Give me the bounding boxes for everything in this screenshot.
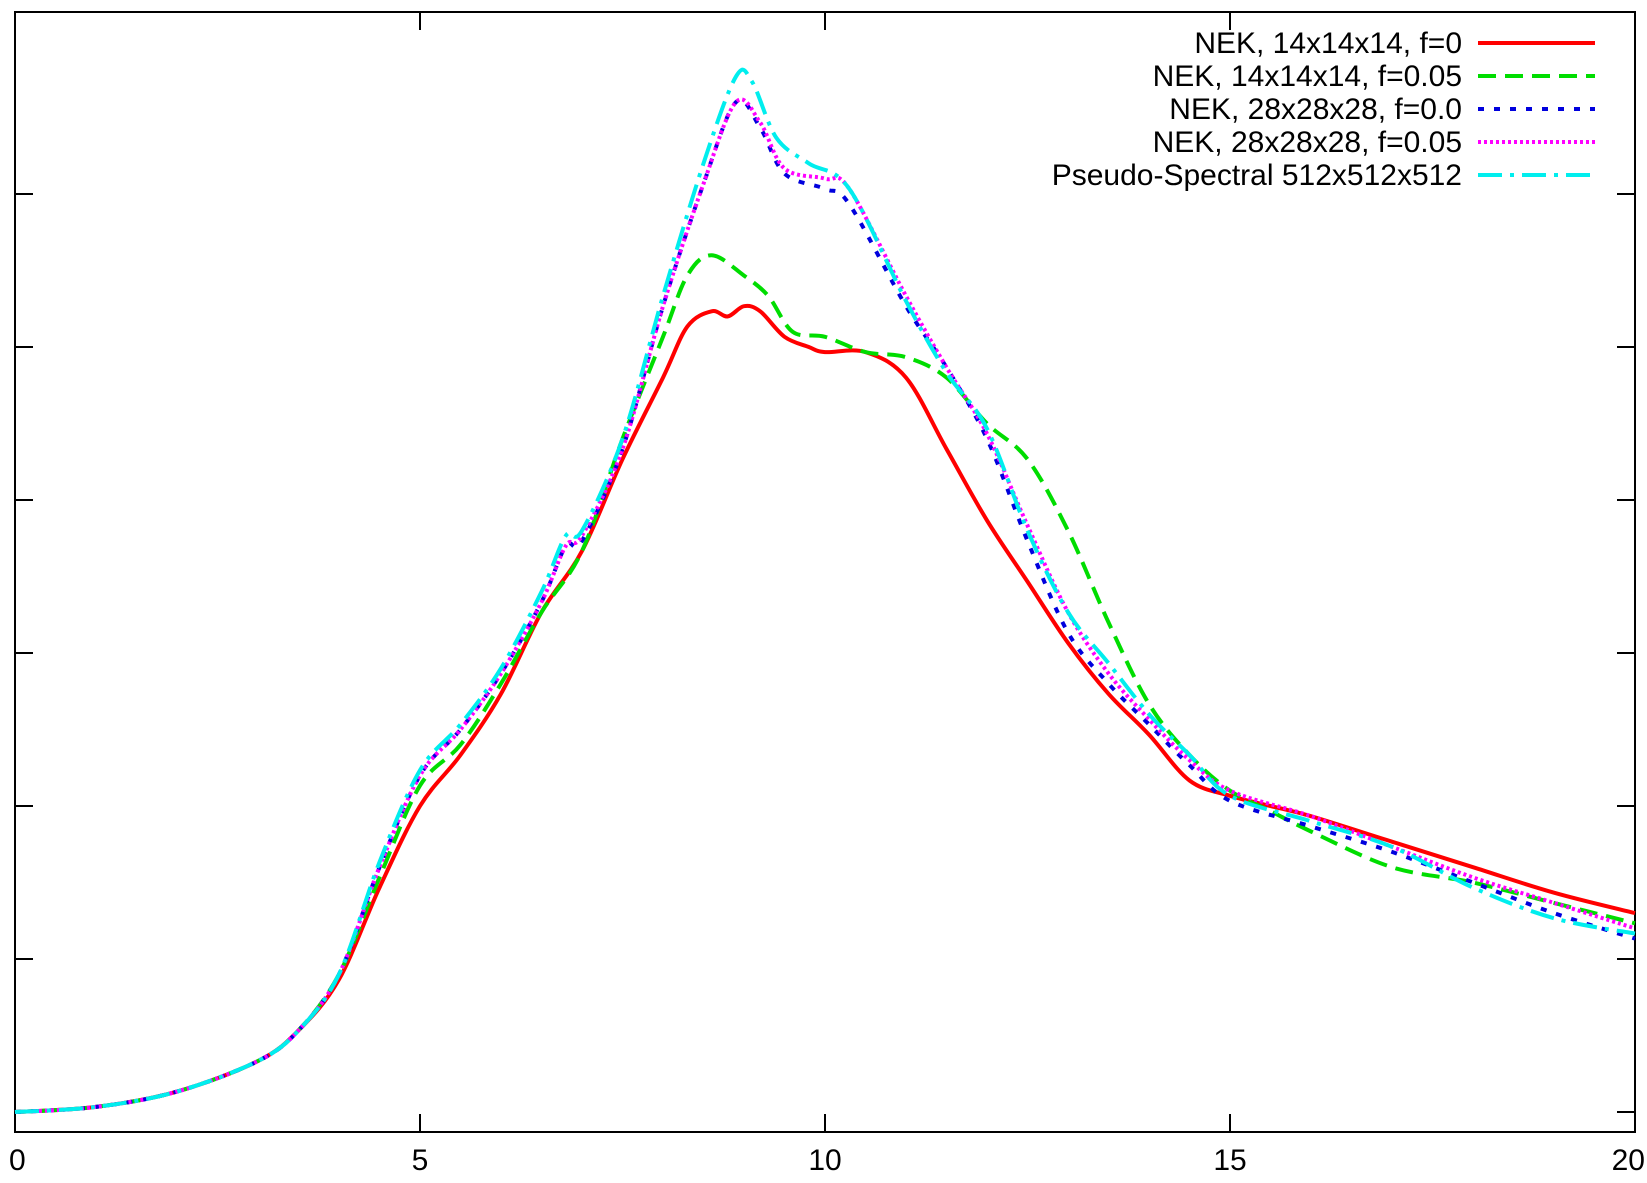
x-tick-labels: 0 5 10 15 20 <box>9 1144 1645 1177</box>
legend-label: NEK, 14x14x14, f=0 <box>1194 27 1462 60</box>
x-tick-label: 5 <box>412 1144 429 1177</box>
series-line <box>14 303 1636 1114</box>
legend-label: NEK, 28x28x28, f=0.0 <box>1169 93 1462 126</box>
series-layer <box>14 67 1636 1114</box>
x-tick-label: 15 <box>1213 1144 1246 1177</box>
series-line <box>14 97 1636 1114</box>
legend-label: Pseudo-Spectral 512x512x512 <box>1052 159 1462 192</box>
x-tick-label: 10 <box>808 1144 841 1177</box>
series-line <box>14 98 1636 1114</box>
x-tick-label: 0 <box>9 1144 26 1177</box>
legend-label: NEK, 28x28x28, f=0.05 <box>1153 126 1462 159</box>
series-line <box>14 253 1636 1114</box>
axis-ticks <box>14 12 1636 1132</box>
x-tick-label: 20 <box>1612 1144 1645 1177</box>
legend-label: NEK, 14x14x14, f=0.05 <box>1153 60 1462 93</box>
series-line <box>14 67 1636 1114</box>
